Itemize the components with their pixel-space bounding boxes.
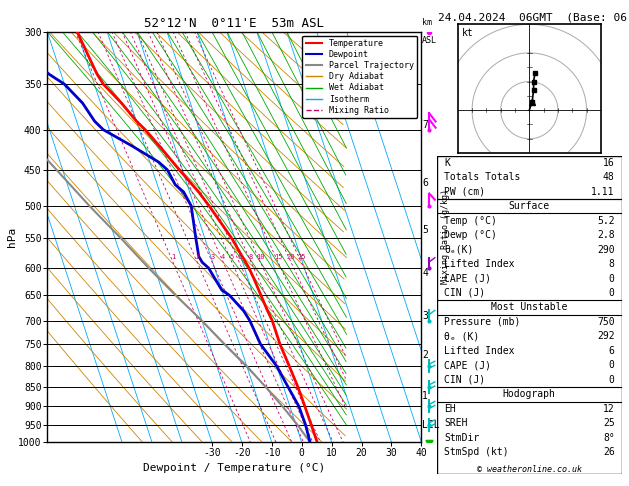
Text: 1: 1 (422, 391, 428, 400)
Text: 1: 1 (171, 254, 175, 260)
Text: 8: 8 (249, 254, 253, 260)
Text: 3: 3 (422, 311, 428, 321)
Text: 1.11: 1.11 (591, 187, 615, 197)
Text: Hodograph: Hodograph (503, 389, 556, 399)
Text: Lifted Index: Lifted Index (444, 259, 515, 269)
Text: 6: 6 (609, 346, 615, 356)
Text: 2: 2 (195, 254, 199, 260)
Text: 2: 2 (422, 350, 428, 360)
Text: 8: 8 (609, 259, 615, 269)
Text: 0: 0 (609, 288, 615, 298)
Text: 16: 16 (603, 158, 615, 168)
Text: 6: 6 (422, 178, 428, 188)
Text: LCL: LCL (422, 420, 440, 431)
Text: 292: 292 (597, 331, 615, 341)
Text: 290: 290 (597, 244, 615, 255)
Text: SREH: SREH (444, 418, 467, 428)
Text: 750: 750 (597, 317, 615, 327)
Text: Dewp (°C): Dewp (°C) (444, 230, 497, 240)
Text: 7: 7 (422, 121, 428, 130)
Text: Mixing Ratio (g/kg): Mixing Ratio (g/kg) (442, 190, 450, 284)
Text: 5: 5 (422, 225, 428, 235)
Text: 48: 48 (603, 172, 615, 182)
Text: 4: 4 (422, 267, 428, 278)
Text: 4: 4 (221, 254, 225, 260)
Text: 20: 20 (287, 254, 296, 260)
Text: Surface: Surface (509, 201, 550, 211)
Text: 24.04.2024  06GMT  (Base: 06): 24.04.2024 06GMT (Base: 06) (438, 12, 629, 22)
Text: Totals Totals: Totals Totals (444, 172, 520, 182)
Text: Lifted Index: Lifted Index (444, 346, 515, 356)
X-axis label: Dewpoint / Temperature (°C): Dewpoint / Temperature (°C) (143, 463, 325, 473)
Text: CIN (J): CIN (J) (444, 375, 485, 385)
Text: © weatheronline.co.uk: © weatheronline.co.uk (477, 465, 582, 474)
Text: 5: 5 (230, 254, 234, 260)
Text: 15: 15 (274, 254, 282, 260)
Text: StmDir: StmDir (444, 433, 479, 443)
Text: 2.8: 2.8 (597, 230, 615, 240)
Text: 5.2: 5.2 (597, 216, 615, 226)
Text: 6: 6 (237, 254, 242, 260)
Title: 52°12'N  0°11'E  53m ASL: 52°12'N 0°11'E 53m ASL (144, 17, 325, 31)
Text: 25: 25 (603, 418, 615, 428)
Text: θₑ (K): θₑ (K) (444, 331, 479, 341)
Text: 3: 3 (210, 254, 214, 260)
Y-axis label: hPa: hPa (7, 227, 17, 247)
Text: StmSpd (kt): StmSpd (kt) (444, 447, 509, 457)
Text: Temp (°C): Temp (°C) (444, 216, 497, 226)
Text: 0: 0 (609, 360, 615, 370)
Text: 26: 26 (603, 447, 615, 457)
Text: CIN (J): CIN (J) (444, 288, 485, 298)
Text: 12: 12 (603, 404, 615, 414)
Text: CAPE (J): CAPE (J) (444, 360, 491, 370)
Text: 25: 25 (297, 254, 306, 260)
Text: kt: kt (462, 28, 474, 38)
Text: CAPE (J): CAPE (J) (444, 274, 491, 283)
Text: Most Unstable: Most Unstable (491, 302, 567, 312)
Text: K: K (444, 158, 450, 168)
Legend: Temperature, Dewpoint, Parcel Trajectory, Dry Adiabat, Wet Adiabat, Isotherm, Mi: Temperature, Dewpoint, Parcel Trajectory… (303, 36, 417, 118)
Text: ASL: ASL (422, 35, 437, 45)
Text: 10: 10 (256, 254, 265, 260)
Text: 8°: 8° (603, 433, 615, 443)
Text: 0: 0 (609, 274, 615, 283)
Text: Pressure (mb): Pressure (mb) (444, 317, 520, 327)
Text: EH: EH (444, 404, 455, 414)
Text: PW (cm): PW (cm) (444, 187, 485, 197)
Text: km: km (422, 18, 432, 28)
Text: 0: 0 (609, 375, 615, 385)
Text: θₑ(K): θₑ(K) (444, 244, 474, 255)
